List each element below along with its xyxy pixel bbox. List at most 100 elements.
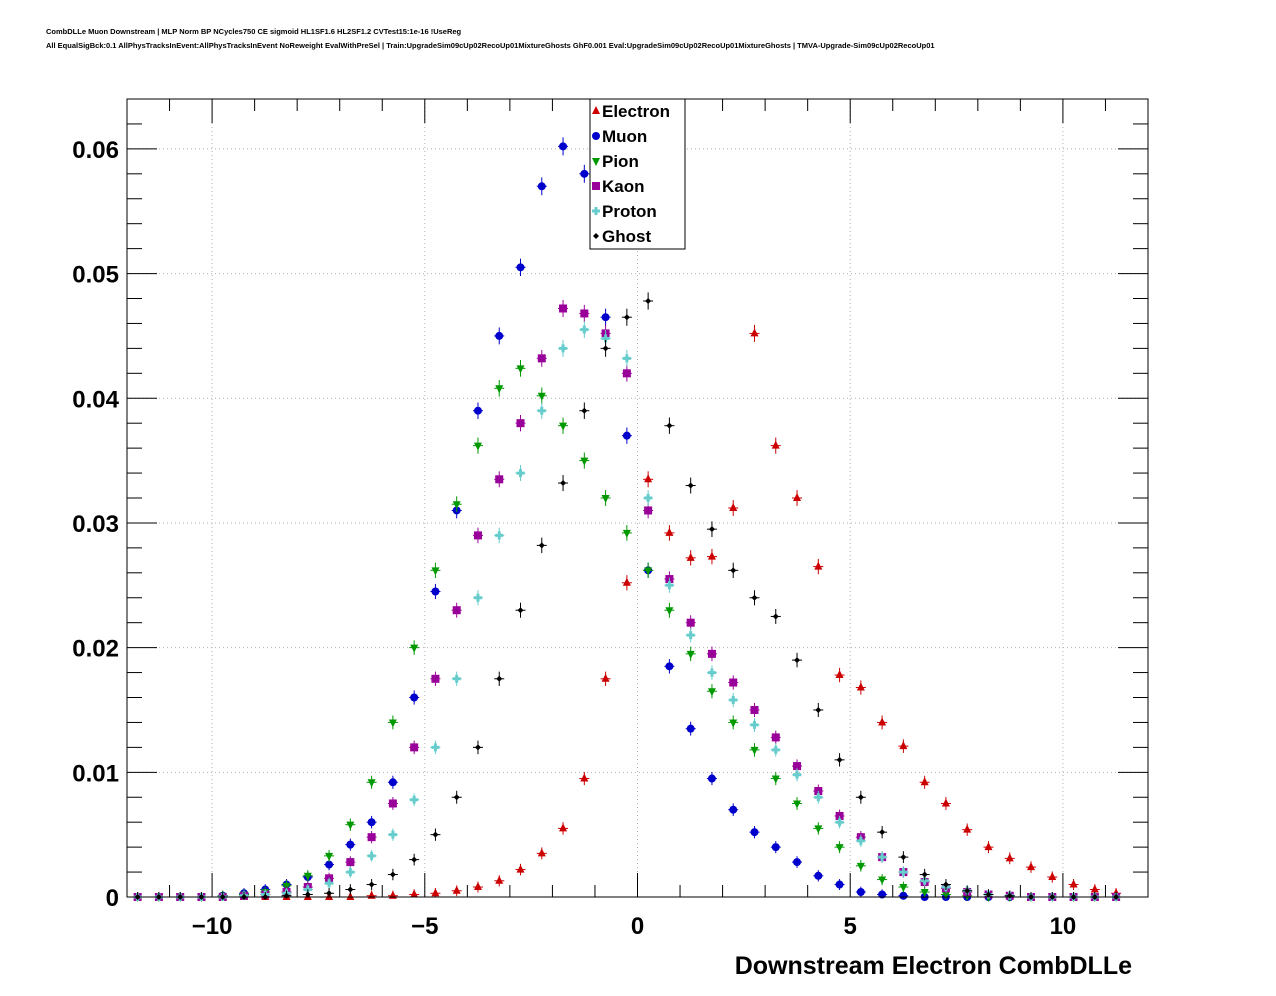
data-point [899,741,908,750]
legend-entry-pion: Pion [592,152,639,171]
data-point [985,891,992,898]
data-point [729,695,738,704]
legend-entry-muon: Muon [592,127,647,146]
y-tick-label: 0.04 [72,386,119,413]
data-point [495,531,504,540]
data-point [878,853,887,862]
data-point [644,474,653,483]
data-point [793,762,802,771]
data-point [537,406,546,415]
data-point [794,657,801,664]
data-point [495,385,504,394]
legend: Electron Muon Pion Kaon Proton Ghost [589,98,686,250]
data-point [559,344,568,353]
data-point [495,475,504,484]
data-point [899,868,908,877]
series-electron [132,324,1122,900]
axes: −10 −5 0 5 10 0 0.01 0.02 0.03 0.04 0.05 0.06 [72,98,1149,940]
data-point [537,182,546,191]
data-point [367,851,376,860]
data-point [836,756,843,763]
y-tick-label: 0.05 [72,262,119,289]
y-tick-label: 0.02 [72,636,119,663]
data-point [814,561,823,570]
data-point [474,744,481,751]
data-point [920,889,929,898]
data-point [857,794,864,801]
data-point [346,840,355,849]
data-point [389,871,396,878]
data-point [559,823,568,832]
data-point [750,746,759,755]
data-point [346,892,355,900]
y-tick-label: 0.01 [72,760,119,787]
data-point [750,720,759,729]
legend-label: Kaon [602,177,645,196]
data-point [580,773,589,782]
data-point [367,779,376,788]
data-point [580,309,589,318]
data-point [473,531,482,540]
data-point [856,682,865,691]
data-point [326,890,333,897]
data-point [771,440,780,449]
data-point [388,799,397,808]
data-point [963,824,972,833]
data-point [538,542,545,549]
data-point [537,848,546,857]
data-point [644,506,653,515]
data-point [920,876,929,885]
data-point [835,818,844,827]
x-tick-label: 5 [844,913,857,940]
data-point [772,613,779,620]
data-point [878,717,887,726]
data-point [856,862,865,871]
data-point [879,829,886,836]
data-point [941,798,950,807]
data-point [793,493,802,501]
data-point [665,662,674,671]
data-point [602,345,609,352]
legend-label: Electron [602,102,670,121]
data-point [303,872,312,881]
data-point [1069,879,1078,888]
data-point [793,770,802,779]
data-point [592,207,600,215]
data-point [581,407,588,414]
series-kaon [132,299,1122,901]
x-tick-label: 10 [1050,913,1077,940]
data-point [304,891,311,898]
data-point [473,442,482,451]
data-point [622,577,631,586]
data-point [920,777,929,786]
data-point [665,607,674,616]
data-points [132,137,1122,902]
data-point [622,369,631,378]
header-line-2: All EqualSigBck:0.1 AllPhysTracksInEvent… [46,41,935,50]
data-point [622,529,631,538]
data-point [730,567,737,574]
data-point [453,794,460,801]
data-point [835,880,844,889]
data-point [686,618,695,627]
data-point [686,650,695,659]
data-point [452,885,461,894]
data-point [645,297,652,304]
data-point [899,891,908,900]
legend-entry-ghost: Ghost [593,227,651,246]
data-point [622,431,631,440]
data-point [388,719,397,728]
data-point [516,469,525,478]
x-tick-label: 0 [631,913,644,940]
data-point [560,480,567,487]
data-point [1005,853,1014,862]
data-point [559,422,568,431]
data-point [367,890,376,899]
data-point [431,567,440,576]
data-point [593,233,599,239]
data-point [410,889,419,898]
data-point [367,833,376,842]
data-point [432,831,439,838]
data-point [431,587,440,596]
